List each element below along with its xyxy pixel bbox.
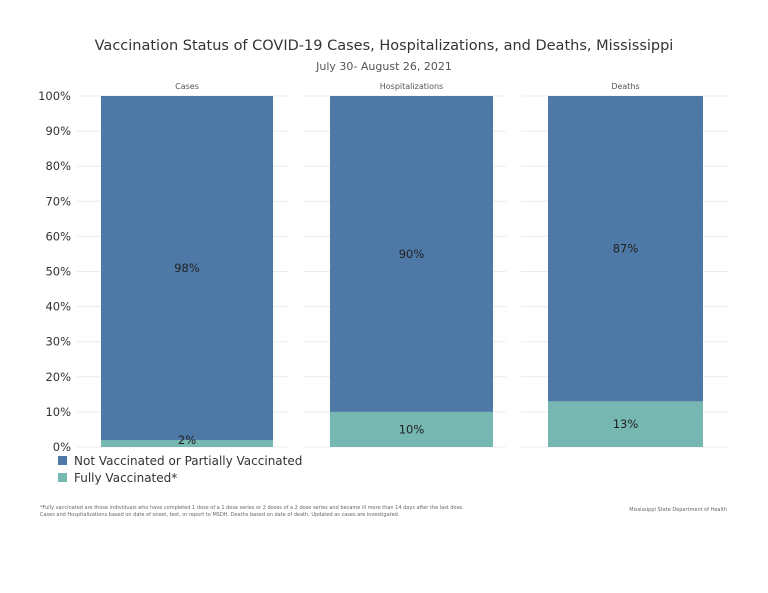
legend: Not Vaccinated or Partially Vaccinated F…	[58, 452, 302, 486]
source-credit: Mississippi State Department of Health	[629, 507, 727, 513]
data-label-deaths-fully-vaccinated: 13%	[613, 417, 639, 431]
footnote-line-1: *Fully vaccinated are those individuals …	[40, 505, 464, 511]
y-tick-label: 50%	[45, 265, 71, 279]
y-tick-label: 10%	[45, 405, 71, 419]
y-tick-label: 20%	[45, 370, 71, 384]
bar-deaths-not-vaccinated	[548, 96, 703, 402]
footnote-line-2: Cases and Hospitalizations based on date…	[40, 512, 400, 518]
y-tick-label: 90%	[45, 124, 71, 138]
y-tick-label: 70%	[45, 194, 71, 208]
bar-deaths-fully-vaccinated	[548, 401, 703, 447]
bar-cases-fully-vaccinated	[101, 439, 273, 447]
legend-label-fully-vaccinated: Fully Vaccinated*	[74, 470, 178, 485]
chart-title: Vaccination Status of COVID-19 Cases, Ho…	[94, 38, 674, 54]
y-tick-label: 60%	[45, 229, 71, 243]
panel-header-hospitalizations: Hospitalizations	[380, 82, 443, 91]
legend-label-not-vaccinated: Not Vaccinated or Partially Vaccinated	[74, 453, 303, 468]
legend-swatch-fully-vaccinated	[58, 473, 67, 482]
bar-hospitalizations-not-vaccinated	[330, 96, 493, 412]
footnote: *Fully vaccinated are those individuals …	[40, 505, 560, 519]
chart-subtitle: July 30- August 26, 2021	[316, 60, 452, 73]
bar-cases-not-vaccinated	[101, 96, 273, 440]
y-tick-label: 80%	[45, 159, 71, 173]
y-tick-label: 0%	[53, 440, 71, 454]
data-label-deaths-not-vaccinated: 87%	[613, 242, 639, 256]
y-tick-label: 40%	[45, 300, 71, 314]
bar-hospitalizations-fully-vaccinated	[330, 411, 493, 447]
legend-item-not-vaccinated: Not Vaccinated or Partially Vaccinated	[58, 452, 302, 469]
data-label-cases-fully-vaccinated: 2%	[178, 433, 196, 447]
panel-header-deaths: Deaths	[611, 82, 639, 91]
y-tick-label: 100%	[38, 89, 71, 103]
data-label-hospitalizations-fully-vaccinated: 10%	[399, 422, 425, 436]
legend-swatch-not-vaccinated	[58, 456, 67, 465]
y-tick-label: 30%	[45, 335, 71, 349]
data-label-hospitalizations-not-vaccinated: 90%	[399, 247, 425, 261]
panel-header-cases: Cases	[175, 82, 199, 91]
data-label-cases-not-vaccinated: 98%	[174, 261, 200, 275]
stacked-bar-chart: Cases Hospitalizations Deaths 0% 10% 20% 30% 40…	[38, 82, 728, 454]
legend-item-fully-vaccinated: Fully Vaccinated*	[58, 469, 302, 486]
